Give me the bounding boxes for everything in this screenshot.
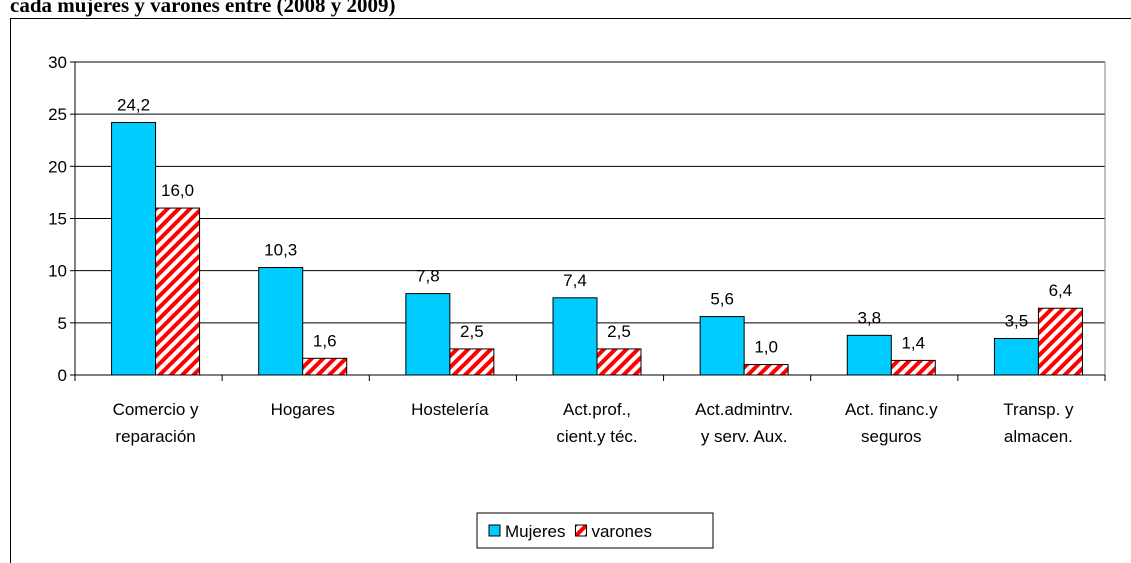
bar	[890, 359, 936, 376]
value-label: 5,6	[710, 290, 734, 309]
x-tick-label: Hostelería	[411, 400, 489, 419]
bar	[743, 364, 789, 376]
value-label: 1,6	[313, 331, 337, 350]
bar	[258, 267, 304, 376]
value-label: 3,8	[857, 308, 881, 327]
x-tick-label: Act. financ.y seguros	[845, 400, 938, 446]
y-tick-label: 5	[58, 314, 67, 333]
bar	[1037, 307, 1083, 376]
bar	[993, 337, 1039, 376]
value-label: 6,4	[1049, 281, 1073, 300]
bar	[449, 348, 495, 376]
bar	[596, 348, 642, 376]
y-tick-label: 15	[48, 210, 67, 229]
x-tick-label: Transp. y almacen.	[1003, 400, 1074, 446]
bar	[405, 293, 451, 376]
value-label: 24,2	[117, 96, 150, 115]
bar	[111, 122, 157, 376]
x-tick-label: Act.prof., cient.y téc.	[556, 400, 637, 446]
value-label: 7,8	[416, 267, 440, 286]
legend-swatch	[488, 524, 501, 537]
bar	[155, 207, 201, 376]
y-tick-label: 10	[48, 262, 67, 281]
value-label: 1,4	[901, 333, 925, 352]
x-tick-label: Act.admintrv. y serv. Aux.	[695, 400, 793, 446]
bar	[846, 334, 892, 376]
legend-box	[476, 512, 714, 549]
bar	[552, 297, 598, 376]
legend-label: varones	[591, 522, 651, 541]
y-tick-label: 25	[48, 105, 67, 124]
y-tick-label: 0	[58, 366, 67, 385]
value-label: 2,5	[460, 322, 484, 341]
x-tick-label: Hogares	[271, 400, 335, 419]
value-label: 10,3	[264, 241, 297, 260]
value-label: 7,4	[563, 271, 587, 290]
value-label: 1,0	[754, 338, 778, 357]
value-label: 16,0	[161, 181, 194, 200]
value-label: 2,5	[607, 322, 631, 341]
bar	[302, 357, 348, 376]
y-tick-label: 30	[48, 53, 67, 72]
chart-title: cada mujeres y varones entre (2008 y 200…	[10, 0, 396, 17]
legend-swatch	[574, 524, 587, 537]
bar	[699, 316, 745, 376]
x-tick-label: Comercio y reparación	[113, 400, 199, 446]
legend-label: Mujeres	[505, 522, 565, 541]
y-tick-label: 20	[48, 157, 67, 176]
value-label: 3,5	[1005, 311, 1029, 330]
